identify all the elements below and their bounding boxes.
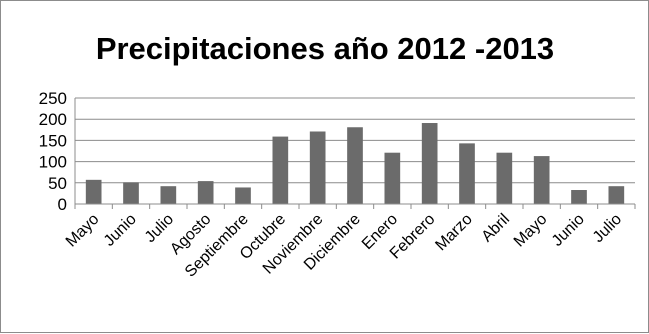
bar [384,152,401,204]
bar [347,127,363,204]
y-tick-label: 150 [39,131,67,150]
y-tick-label: 0 [58,195,67,214]
bar [421,123,438,204]
bars [85,123,625,204]
bar [272,136,289,204]
y-tick-label: 200 [39,110,67,129]
x-tick-label: Marzo [432,211,476,255]
y-axis-ticks: 0 50 100 150 200 250 [39,89,67,214]
bar [197,181,214,204]
bar [459,143,475,204]
bar [533,156,550,204]
bar [85,179,102,204]
bar [571,190,587,204]
bar [309,131,326,204]
x-tick-label: Junio [101,211,140,250]
bar [123,182,139,204]
bar [608,186,625,204]
x-tick-label: Mayo [511,211,551,251]
x-tick-label: Julio [590,211,625,246]
chart-title: Precipitaciones año 2012 -2013 [96,31,554,66]
x-tick-label: Mayo [63,211,103,251]
y-tick-label: 250 [39,89,67,108]
axes [74,98,636,209]
y-tick-label: 50 [48,174,67,193]
bar [235,187,251,204]
bar [496,152,513,204]
x-tick-label: Junio [549,211,588,250]
bar [160,186,177,204]
x-tick-label: Abril [479,211,514,246]
y-tick-label: 100 [39,153,67,172]
